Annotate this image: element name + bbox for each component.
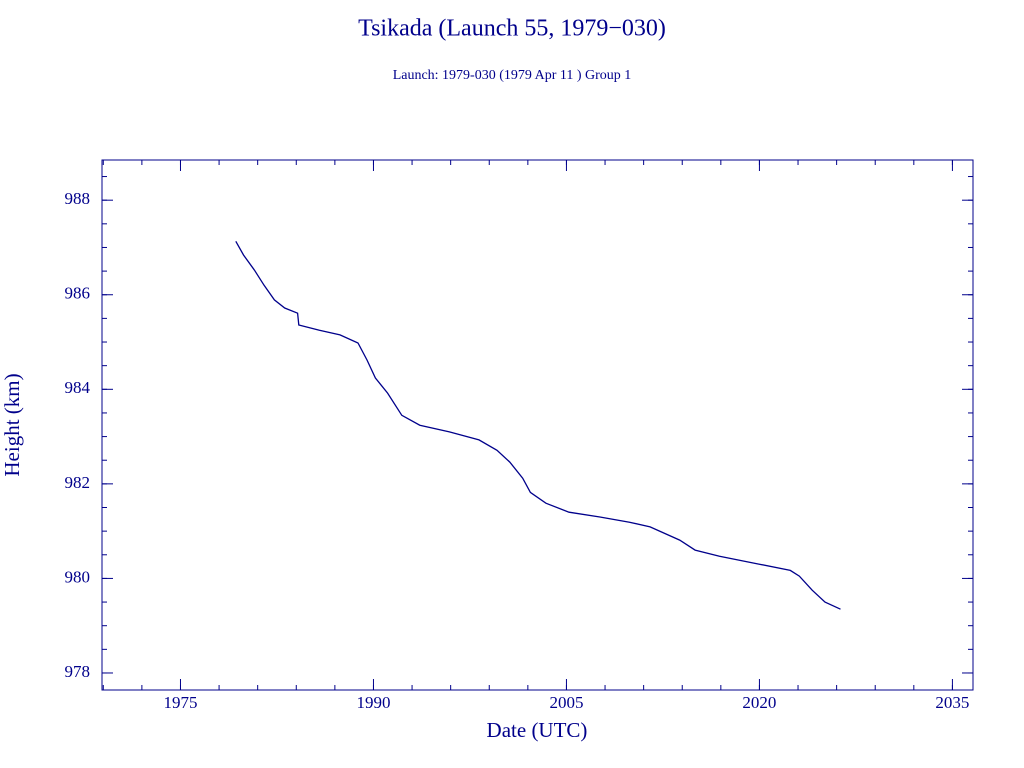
x-axis-label: Date (UTC) [487, 718, 588, 742]
plot-frame [101, 159, 974, 691]
chart-title: Tsikada (Launch 55, 1979−030) [358, 16, 666, 42]
y-tick-label: 984 [65, 378, 91, 397]
x-tick-label: 2005 [549, 693, 583, 712]
y-tick-label: 978 [65, 662, 91, 681]
chart-subtitle: Launch: 1979-030 (1979 Apr 11 ) Group 1 [393, 68, 632, 83]
data-line [235, 240, 841, 610]
y-tick-label: 982 [65, 473, 91, 492]
y-axis-label: Height (km) [0, 373, 24, 476]
x-tick-label: 1975 [163, 693, 197, 712]
x-tick-label: 2020 [742, 693, 776, 712]
x-tick-label: 2035 [935, 693, 969, 712]
y-tick-label: 980 [65, 567, 91, 586]
y-tick-label: 986 [65, 284, 91, 303]
x-tick-label: 1990 [356, 693, 390, 712]
y-tick-label: 988 [65, 189, 91, 208]
